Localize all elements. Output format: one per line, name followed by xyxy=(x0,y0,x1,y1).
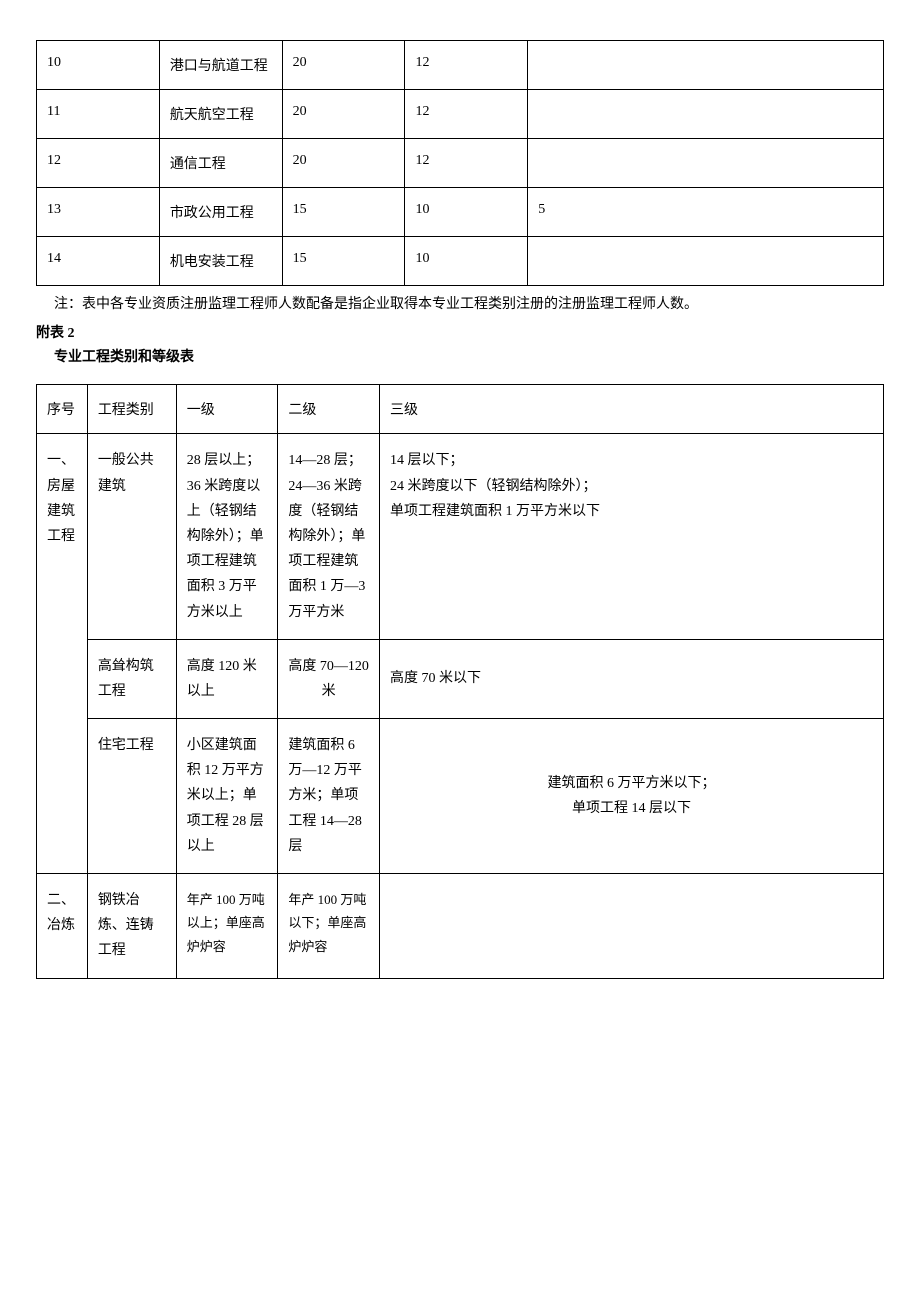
cell-col5 xyxy=(528,237,884,286)
cell-col4: 12 xyxy=(405,90,528,139)
table2-title: 专业工程类别和等级表 xyxy=(54,346,884,366)
header-grade2: 二级 xyxy=(278,385,380,434)
cell-col3: 20 xyxy=(282,41,405,90)
table-header-row: 序号 工程类别 一级 二级 三级 xyxy=(37,385,884,434)
cell-seq: 12 xyxy=(37,139,160,188)
cell-grade1: 小区建筑面积 12 万平方米以上；单项工程 28 层以上 xyxy=(176,719,278,874)
cell-col5: 5 xyxy=(528,188,884,237)
cell-col5 xyxy=(528,90,884,139)
cell-col5 xyxy=(528,139,884,188)
table-row: 二、冶炼 钢铁冶炼、连铸工程 年产 100 万吨以上；单座高炉炉容 年产 100… xyxy=(37,874,884,979)
cell-grade2: 年产 100 万吨以下；单座高炉炉容 xyxy=(278,874,380,979)
cell-category: 钢铁冶炼、连铸工程 xyxy=(87,874,176,979)
table-row: 13 市政公用工程 15 10 5 xyxy=(37,188,884,237)
cell-grade3: 14 层以下； 24 米跨度以下（轻钢结构除外）； 单项工程建筑面积 1 万平方… xyxy=(379,434,883,639)
header-seq: 序号 xyxy=(37,385,88,434)
cell-seq: 二、冶炼 xyxy=(37,874,88,979)
cell-grade2: 高度 70—120 米 xyxy=(278,639,380,718)
category-grade-table: 序号 工程类别 一级 二级 三级 一、房屋建筑工程 一般公共建筑 28 层以上；… xyxy=(36,384,884,978)
table-note: 注：表中各专业资质注册监理工程师人数配备是指企业取得本专业工程类别注册的注册监理… xyxy=(54,294,884,316)
cell-category: 高耸构筑工程 xyxy=(87,639,176,718)
cell-seq: 14 xyxy=(37,237,160,286)
cell-category: 一般公共建筑 xyxy=(87,434,176,639)
cell-col3: 20 xyxy=(282,139,405,188)
cell-seq: 11 xyxy=(37,90,160,139)
cell-col4: 12 xyxy=(405,139,528,188)
qualification-table: 10 港口与航道工程 20 12 11 航天航空工程 20 12 12 通信工程… xyxy=(36,40,884,286)
cell-seq: 10 xyxy=(37,41,160,90)
cell-col4: 12 xyxy=(405,41,528,90)
table-row: 11 航天航空工程 20 12 xyxy=(37,90,884,139)
cell-grade3 xyxy=(379,874,883,979)
header-category: 工程类别 xyxy=(87,385,176,434)
cell-col3: 20 xyxy=(282,90,405,139)
grade3-line2: 单项工程 14 层以下 xyxy=(572,801,691,816)
cell-col4: 10 xyxy=(405,188,528,237)
table-row: 住宅工程 小区建筑面积 12 万平方米以上；单项工程 28 层以上 建筑面积 6… xyxy=(37,719,884,874)
cell-type: 机电安装工程 xyxy=(159,237,282,286)
table-row: 高耸构筑工程 高度 120 米以上 高度 70—120 米 高度 70 米以下 xyxy=(37,639,884,718)
cell-col3: 15 xyxy=(282,237,405,286)
cell-grade1: 年产 100 万吨以上；单座高炉炉容 xyxy=(176,874,278,979)
cell-seq: 13 xyxy=(37,188,160,237)
header-grade3: 三级 xyxy=(379,385,883,434)
grade3-line1: 建筑面积 6 万平方米以下； xyxy=(547,776,715,791)
cell-type: 通信工程 xyxy=(159,139,282,188)
cell-category: 住宅工程 xyxy=(87,719,176,874)
table-row: 12 通信工程 20 12 xyxy=(37,139,884,188)
cell-col3: 15 xyxy=(282,188,405,237)
cell-grade1: 28 层以上；36 米跨度以上（轻钢结构除外）；单项工程建筑面积 3 万平方米以… xyxy=(176,434,278,639)
cell-grade2: 建筑面积 6 万—12 万平方米；单项工程 14—28 层 xyxy=(278,719,380,874)
cell-grade3: 高度 70 米以下 xyxy=(379,639,883,718)
header-grade1: 一级 xyxy=(176,385,278,434)
cell-col5 xyxy=(528,41,884,90)
cell-grade3: 建筑面积 6 万平方米以下； 单项工程 14 层以下 xyxy=(379,719,883,874)
cell-grade1: 高度 120 米以上 xyxy=(176,639,278,718)
cell-grade2: 14—28 层；24—36 米跨度（轻钢结构除外）；单项工程建筑面积 1 万—3… xyxy=(278,434,380,639)
table-row: 一、房屋建筑工程 一般公共建筑 28 层以上；36 米跨度以上（轻钢结构除外）；… xyxy=(37,434,884,639)
cell-col4: 10 xyxy=(405,237,528,286)
appendix-label: 附表 2 xyxy=(36,322,884,342)
cell-seq: 一、房屋建筑工程 xyxy=(37,434,88,874)
cell-type: 港口与航道工程 xyxy=(159,41,282,90)
table-row: 10 港口与航道工程 20 12 xyxy=(37,41,884,90)
cell-type: 航天航空工程 xyxy=(159,90,282,139)
table-row: 14 机电安装工程 15 10 xyxy=(37,237,884,286)
cell-type: 市政公用工程 xyxy=(159,188,282,237)
